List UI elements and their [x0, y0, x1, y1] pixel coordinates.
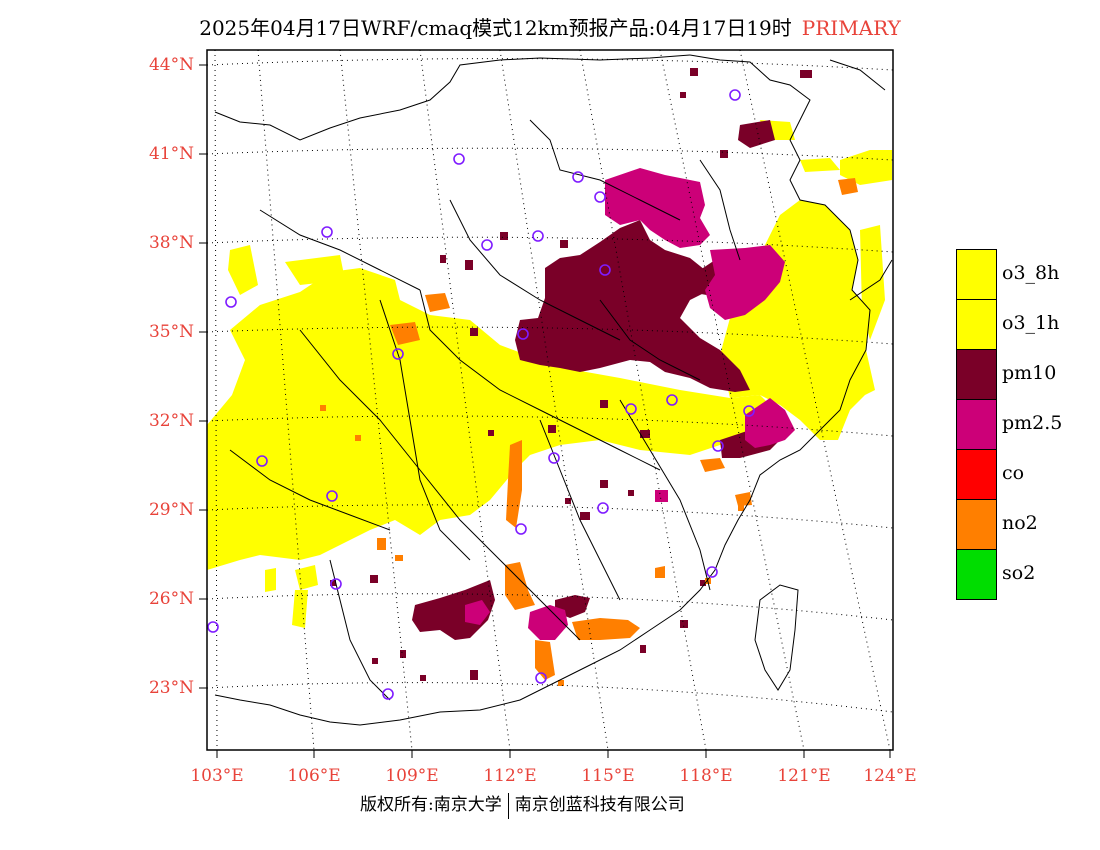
- title-tag: PRIMARY: [801, 16, 901, 40]
- footer-separator: [507, 792, 509, 819]
- lon-label: 106°E: [287, 766, 341, 786]
- legend-swatch: [956, 399, 997, 450]
- o3-region: [207, 120, 892, 628]
- legend-swatch: [956, 249, 997, 300]
- lat-label: 29°N: [148, 500, 194, 520]
- legend-swatch: [956, 499, 997, 550]
- lat-label: 38°N: [148, 233, 194, 253]
- graticule: [207, 50, 893, 750]
- copyright-right: 南京创蓝科技有限公司: [514, 795, 685, 815]
- legend-label: o3_1h: [1002, 312, 1060, 334]
- pm25-region: [465, 168, 795, 640]
- lat-label: 26°N: [148, 589, 194, 609]
- legend-swatch: [956, 299, 997, 350]
- lat-label: 35°N: [148, 322, 194, 342]
- lon-label: 118°E: [679, 766, 733, 786]
- lat-label: 32°N: [148, 411, 194, 431]
- map-layers: [207, 50, 893, 750]
- legend-label: so2: [1002, 562, 1036, 584]
- lat-label: 23°N: [148, 678, 194, 698]
- tick-marks: [199, 64, 891, 758]
- legend-swatch: [956, 549, 997, 600]
- copyright-footer: 版权所有:南京大学 南京创蓝科技有限公司: [360, 790, 685, 819]
- title-text: 2025年04月17日WRF/cmaq模式12km预报产品:04月17日19时: [199, 16, 792, 40]
- lon-label: 103°E: [190, 766, 244, 786]
- map-frame: [206, 49, 894, 751]
- legend-label: pm2.5: [1002, 412, 1063, 434]
- legend-swatch: [956, 449, 997, 500]
- lon-label: 115°E: [581, 766, 635, 786]
- legend-swatch: [956, 349, 997, 400]
- station-markers: [207, 89, 755, 700]
- legend-label: o3_8h: [1002, 262, 1060, 284]
- lon-label: 112°E: [483, 766, 537, 786]
- lon-label: 121°E: [777, 766, 831, 786]
- lat-label: 44°N: [148, 55, 194, 75]
- copyright-left: 版权所有:南京大学: [360, 795, 502, 815]
- lon-label: 109°E: [385, 766, 439, 786]
- map-title: 2025年04月17日WRF/cmaq模式12km预报产品:04月17日19时 P…: [0, 12, 1100, 41]
- pm10-scatter: [330, 68, 812, 681]
- legend-label: no2: [1002, 512, 1038, 534]
- legend-label: pm10: [1002, 362, 1057, 384]
- lat-label: 41°N: [148, 144, 194, 164]
- legend-label: co: [1002, 462, 1025, 484]
- lon-label: 124°E: [863, 766, 917, 786]
